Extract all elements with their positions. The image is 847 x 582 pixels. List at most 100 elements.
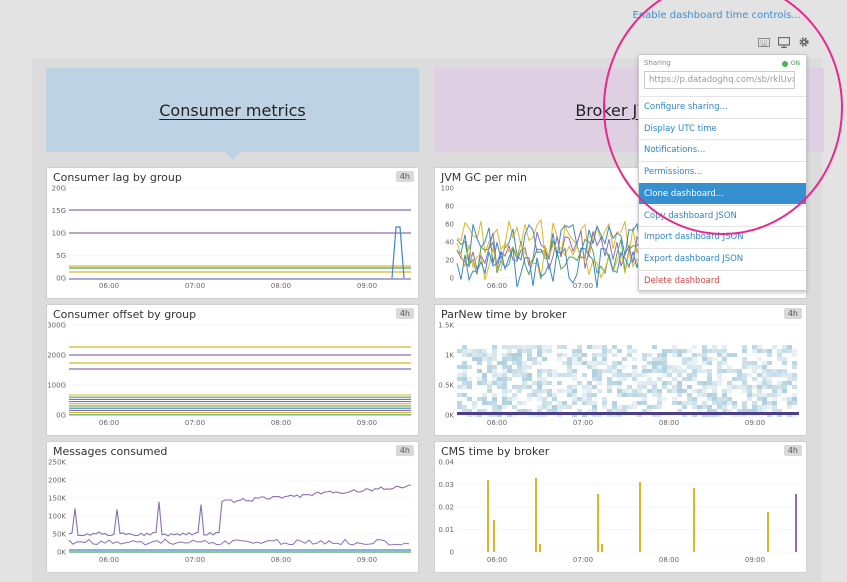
heatmap-cell — [492, 397, 497, 401]
heatmap-cell — [492, 393, 497, 397]
heatmap-cell — [662, 381, 667, 385]
heatmap-cell — [672, 377, 677, 381]
heatmap-cell — [537, 345, 542, 349]
heatmap-cell — [592, 385, 597, 389]
heatmap-cell — [702, 361, 707, 365]
heatmap-cell — [657, 361, 662, 365]
note-consumer-metrics: Consumer metrics — [46, 68, 419, 160]
heatmap-cell — [557, 345, 562, 349]
heatmap-cell — [722, 361, 727, 365]
heatmap-cell — [612, 361, 617, 365]
heatmap-cell — [507, 365, 512, 369]
gear-icon[interactable] — [797, 36, 811, 48]
heatmap-cell — [542, 401, 547, 405]
heatmap-cell — [547, 345, 552, 349]
heatmap-cell — [677, 369, 682, 373]
heatmap-cell — [627, 385, 632, 389]
heatmap-cell — [682, 361, 687, 365]
heatmap-cell — [697, 369, 702, 373]
heatmap-cell — [732, 401, 737, 405]
heatmap-cell — [502, 389, 507, 393]
heatmap-cell — [692, 357, 697, 361]
heatmap-cell — [642, 385, 647, 389]
widget-consumer-offset[interactable]: Consumer offset by group 4h 300G 200G 100G… — [46, 304, 419, 436]
heatmap-cell — [492, 357, 497, 361]
heatmap-cell — [552, 397, 557, 401]
heatmap-cell — [517, 385, 522, 389]
heatmap-cell — [712, 357, 717, 361]
x-tick-label: 06:00 — [487, 556, 507, 564]
menu-item-copy-dashboard-json[interactable]: Copy dashboard JSON — [639, 204, 806, 226]
heatmap-cell — [787, 373, 792, 377]
heatmap-cell — [602, 345, 607, 349]
heatmap-cell — [672, 369, 677, 373]
heatmap-cell — [762, 377, 767, 381]
heatmap-cell — [782, 373, 787, 377]
menu-item-display-utc-time[interactable]: Display UTC time — [639, 117, 806, 139]
heatmap-cell — [707, 369, 712, 373]
heatmap-cell — [697, 405, 702, 409]
heatmap-cell — [502, 353, 507, 357]
menu-item-notifications[interactable]: Notifications... — [639, 139, 806, 160]
menu-item-clone-dashboard[interactable]: Clone dashboard... — [639, 182, 806, 204]
y-tick-label: 60 — [445, 221, 454, 229]
heatmap-cell — [647, 361, 652, 365]
menu-item-export-dashboard-json[interactable]: Export dashboard JSON — [639, 247, 806, 269]
heatmap-cell — [512, 405, 517, 409]
widget-messages-consumed[interactable]: Messages consumed 4h 250K 200K 150K 100K 50K… — [46, 441, 419, 573]
heatmap-cell — [697, 393, 702, 397]
heatmap-cell — [587, 397, 592, 401]
heatmap-cell — [477, 361, 482, 365]
heatmap-cell — [667, 349, 672, 353]
heatmap-cell — [642, 393, 647, 397]
heatmap-cell — [517, 349, 522, 353]
heatmap-cell — [702, 369, 707, 373]
keyboard-icon[interactable] — [757, 36, 771, 48]
heatmap-cell — [537, 377, 542, 381]
heatmap-cell — [552, 373, 557, 377]
widget-consumer-lag[interactable]: Consumer lag by group 4h 20G 15G 10G 5G 0G 06… — [46, 167, 419, 299]
heatmap-cell — [477, 381, 482, 385]
heatmap-cell — [507, 397, 512, 401]
menu-item-delete-dashboard[interactable]: Delete dashboard — [639, 269, 806, 291]
heatmap-cell — [757, 349, 762, 353]
heatmap-cell — [707, 409, 712, 413]
heatmap-cell — [727, 389, 732, 393]
heatmap-cell — [617, 377, 622, 381]
heatmap-cell — [782, 369, 787, 373]
enable-time-controls-link[interactable]: Enable dashboard time controls... — [632, 10, 801, 21]
heatmap-cell — [512, 357, 517, 361]
y-tick-label: 80 — [445, 203, 454, 211]
heatmap-cell — [702, 389, 707, 393]
heatmap-cell — [742, 405, 747, 409]
y-tick-label: 0.01 — [438, 526, 454, 534]
heatmap-cell — [792, 365, 797, 369]
menu-item-permissions[interactable]: Permissions... — [639, 161, 806, 182]
heatmap-cell — [722, 349, 727, 353]
heatmap-cell — [762, 409, 767, 413]
tv-mode-icon[interactable] — [777, 36, 791, 48]
menu-item-configure-sharing[interactable]: Configure sharing... — [639, 96, 806, 117]
heatmap-cell — [717, 369, 722, 373]
heatmap-cell — [487, 357, 492, 361]
heatmap-cell — [507, 377, 512, 381]
heatmap-cell — [712, 409, 717, 413]
heatmap-cell — [517, 389, 522, 393]
y-tick-label: 0K — [445, 412, 454, 420]
widget-parnew-time[interactable]: ParNew time by broker 4h 1.5K 1K 0.5K 0K 06:… — [434, 304, 807, 436]
menu-item-import-dashboard-json[interactable]: Import dashboard JSON — [639, 226, 806, 247]
heatmap-cell — [762, 373, 767, 377]
heatmap-cell — [652, 405, 657, 409]
heatmap-cell — [632, 405, 637, 409]
share-url-field[interactable]: https://p.datadoghq.com/sb/rklUvx — [644, 71, 795, 89]
heatmap-cell — [527, 397, 532, 401]
heatmap-cell — [607, 385, 612, 389]
sharing-status[interactable]: ON — [781, 60, 800, 67]
heatmap-cell — [522, 401, 527, 405]
heatmap-cell — [522, 381, 527, 385]
heatmap-cell — [647, 377, 652, 381]
heatmap-cell — [517, 409, 522, 413]
heatmap-cell — [717, 405, 722, 409]
heatmap-cell — [692, 377, 697, 381]
widget-cms-time[interactable]: CMS time by broker 4h 0.04 0.03 0.02 0.01 0 0… — [434, 441, 807, 573]
